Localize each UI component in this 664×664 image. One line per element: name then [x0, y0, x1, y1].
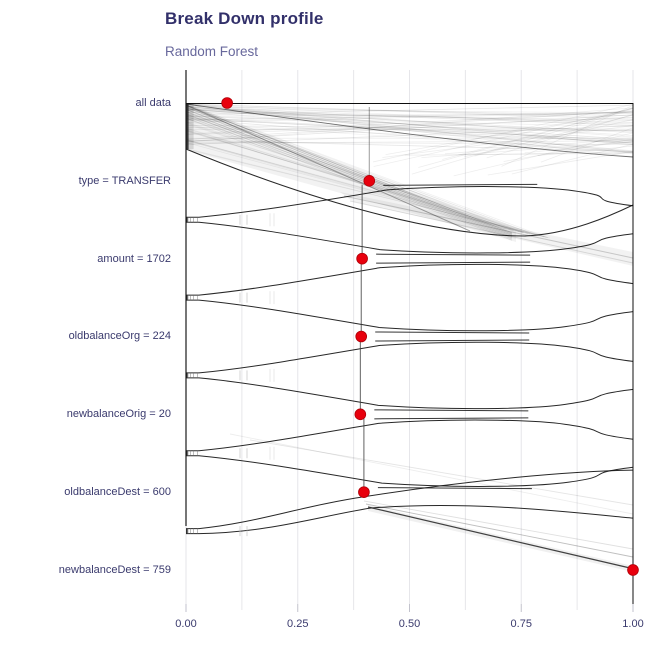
row-label-2: amount = 1702 — [97, 252, 171, 265]
row-label-0: all data — [135, 97, 171, 109]
x-tick-label-0: 0.00 — [175, 618, 197, 630]
expected-value-dot — [354, 408, 367, 421]
row-label-3: oldbalanceOrg = 224 — [68, 330, 171, 343]
x-tick-label-1: 0.25 — [287, 618, 309, 630]
chart-subtitle: Random Forest — [165, 44, 259, 59]
x-tick-label-4: 1.00 — [622, 618, 644, 630]
chart-title: Break Down profile — [165, 9, 324, 28]
row-label-6: newbalanceDest = 759 — [58, 563, 171, 576]
x-tick-label-3: 0.75 — [510, 618, 532, 630]
row-label-1: type = TRANSFER — [78, 174, 171, 187]
expected-value-dot — [363, 175, 376, 187]
expected-value-dot — [358, 486, 370, 498]
row-label-5: oldbalanceDest = 600 — [64, 486, 171, 499]
expected-value-dot — [627, 564, 639, 576]
expected-value-dot — [221, 97, 233, 109]
expected-value-dot — [356, 252, 368, 265]
expected-value-dot — [355, 330, 368, 343]
x-tick-label-2: 0.50 — [398, 618, 421, 630]
row-label-4: newbalanceOrig = 20 — [66, 408, 171, 421]
